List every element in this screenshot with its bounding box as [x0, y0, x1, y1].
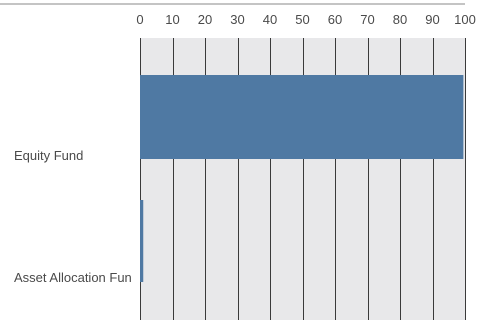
x-tick-label: 30 [230, 12, 244, 27]
x-tick-label: 80 [393, 12, 407, 27]
x-tick-label: 10 [165, 12, 179, 27]
x-axis-tick-labels: 0 10 20 30 40 50 60 70 80 90 100 [136, 12, 475, 27]
x-tick-label: 100 [454, 12, 476, 27]
x-tick-label: 0 [136, 12, 143, 27]
x-tick-label: 40 [263, 12, 277, 27]
category-label: Asset Allocation Fun [14, 270, 132, 285]
x-tick-label: 60 [328, 12, 342, 27]
category-label: Equity Fund [14, 148, 83, 163]
bar-equity-fund [140, 75, 464, 159]
bar-asset-allocation-fun [140, 200, 144, 282]
category-labels: Equity Fund Asset Allocation Fun [14, 148, 132, 285]
x-tick-label: 20 [198, 12, 212, 27]
bars [140, 75, 464, 282]
x-tick-label: 50 [295, 12, 309, 27]
x-tick-label: 70 [360, 12, 374, 27]
x-tick-label: 90 [425, 12, 439, 27]
